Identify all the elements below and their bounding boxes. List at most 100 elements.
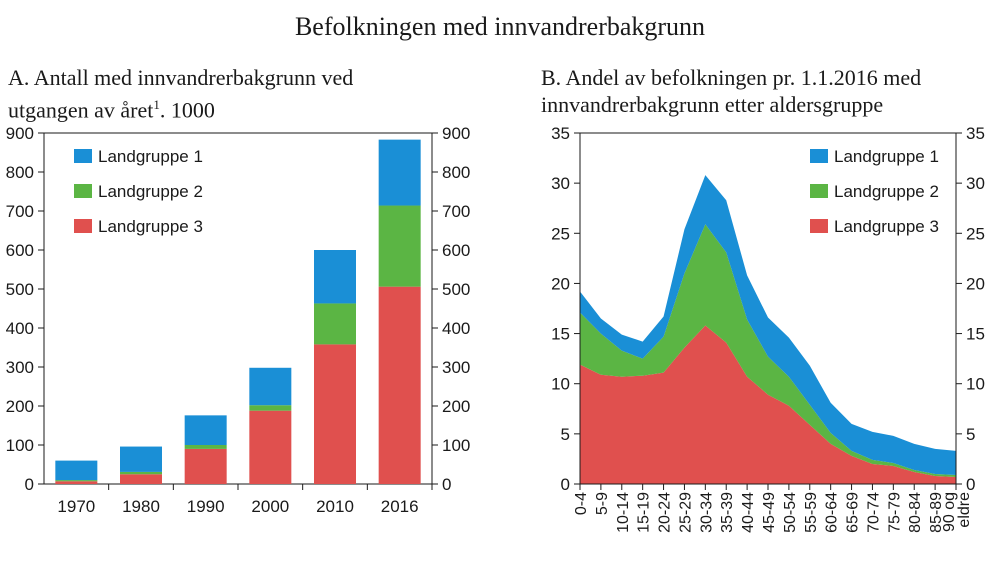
b-legend-swatch-landgruppe-2	[810, 184, 828, 198]
a-legend-swatch-landgruppe-2	[74, 184, 92, 198]
b-legend-swatch-landgruppe-3	[810, 219, 828, 233]
a-ytick-label-right: 500	[442, 280, 470, 299]
b-legend-label-landgruppe-2: Landgruppe 2	[834, 182, 939, 201]
a-bar-landgruppe-1-1980	[120, 446, 162, 472]
panel-b-title-line2: innvandrerbakgrunn etter aldersgruppe	[541, 92, 884, 117]
b-ytick-label-left: 0	[561, 475, 570, 494]
b-area-landgruppe-1	[580, 175, 956, 475]
b-xtick-label-80-84: 80-84	[907, 492, 924, 533]
a-xtick-label-1980: 1980	[122, 497, 160, 516]
b-xtick-label-50-54: 50-54	[782, 492, 799, 533]
a-legend-swatch-landgruppe-3	[74, 219, 92, 233]
a-ytick-label-left: 800	[6, 163, 34, 182]
a-legend-label-landgruppe-3: Landgruppe 3	[98, 217, 203, 236]
a-bar-landgruppe-1-1990	[184, 415, 227, 445]
b-xtick-label-65-69: 65-69	[845, 492, 862, 533]
b-legend-swatch-landgruppe-1	[810, 149, 828, 163]
b-xtick-label-25-29: 25-29	[677, 492, 694, 533]
a-ytick-label-right: 300	[442, 358, 470, 377]
a-xtick-label-1970: 1970	[57, 497, 95, 516]
a-ytick-label-left: 100	[6, 436, 34, 455]
a-ytick-label-left: 0	[25, 475, 34, 494]
b-xtick-label-5-9: 5-9	[594, 492, 611, 515]
a-legend-swatch-landgruppe-1	[74, 149, 92, 163]
a-bar-landgruppe-2-2016	[378, 205, 421, 287]
b-legend-label-landgruppe-3: Landgruppe 3	[834, 217, 939, 236]
a-ytick-label-left: 400	[6, 319, 34, 338]
b-ytick-label-right: 35	[966, 124, 985, 143]
a-ytick-label-left: 300	[6, 358, 34, 377]
b-legend-label-landgruppe-1: Landgruppe 1	[834, 147, 939, 166]
b-ytick-label-left: 35	[551, 124, 570, 143]
b-xtick-label-30-34: 30-34	[698, 492, 715, 533]
b-ytick-label-right: 5	[966, 425, 975, 444]
b-xtick-label-70-74: 70-74	[865, 492, 882, 533]
a-bar-landgruppe-1-2010	[314, 250, 356, 304]
panel-b-letter: B.	[541, 65, 562, 90]
panel-b-title: B. Andel av befolkningen pr. 1.1.2016 me…	[541, 64, 991, 118]
b-xtick-label-60-64: 60-64	[824, 492, 841, 533]
b-xtick-label-55-59: 55-59	[803, 492, 820, 533]
b-xtick-label-75-79: 75-79	[886, 492, 903, 533]
a-bar-landgruppe-2-2010	[314, 303, 356, 345]
a-bar-landgruppe-3-2010	[314, 344, 356, 484]
b-ytick-label-right: 20	[966, 274, 985, 293]
b-area-landgruppe-2	[580, 224, 956, 477]
panel-a-title: A. Antall med innvandrerbakgrunn ved utg…	[8, 64, 428, 123]
a-ytick-label-left: 200	[6, 397, 34, 416]
a-bar-landgruppe-3-1970	[55, 481, 98, 484]
a-bar-landgruppe-2-2000	[249, 405, 292, 411]
b-xtick-label-90-og-eldre: 90 ogeldre	[941, 492, 973, 532]
panel-a-title-line2a: utgangen av året	[8, 97, 154, 123]
a-bar-landgruppe-2-1990	[184, 445, 227, 449]
a-bar-landgruppe-3-1990	[184, 448, 227, 484]
b-xtick-label-0-4: 0-4	[573, 492, 590, 515]
b-ytick-label-left: 15	[551, 325, 570, 344]
b-ytick-label-right: 30	[966, 174, 985, 193]
a-bar-landgruppe-2-1970	[55, 480, 98, 482]
a-xtick-label-2010: 2010	[316, 497, 354, 516]
b-ytick-label-left: 10	[551, 375, 570, 394]
panel-a-title-line1: Antall med innvandrerbakgrunn ved	[33, 65, 354, 90]
a-bar-landgruppe-1-2000	[249, 367, 292, 406]
a-legend-label-landgruppe-1: Landgruppe 1	[98, 147, 203, 166]
a-ytick-label-left: 600	[6, 241, 34, 260]
b-area-landgruppe-3	[580, 325, 956, 484]
b-ytick-label-left: 25	[551, 224, 570, 243]
b-ytick-label-right: 10	[966, 375, 985, 394]
b-xtick-label-45-49: 45-49	[761, 492, 778, 533]
b-xtick-label-15-19: 15-19	[636, 492, 653, 533]
a-ytick-label-right: 700	[442, 202, 470, 221]
a-bar-landgruppe-1-1970	[55, 460, 98, 481]
a-ytick-label-right: 200	[442, 397, 470, 416]
panel-b-title-line1: Andel av befolkningen pr. 1.1.2016 med	[565, 65, 922, 90]
panel-a-title-line2b: . 1000	[159, 97, 215, 123]
b-ytick-label-left: 20	[551, 274, 570, 293]
a-bar-landgruppe-3-1980	[120, 474, 162, 484]
a-ytick-label-right: 400	[442, 319, 470, 338]
b-ytick-label-right: 25	[966, 224, 985, 243]
a-bar-landgruppe-1-2016	[378, 139, 421, 206]
a-bar-landgruppe-3-2000	[249, 410, 292, 484]
a-ytick-label-right: 800	[442, 163, 470, 182]
a-ytick-label-right: 600	[442, 241, 470, 260]
b-ytick-label-left: 30	[551, 174, 570, 193]
b-xtick-label-10-14: 10-14	[615, 492, 632, 533]
a-bar-landgruppe-3-2016	[378, 286, 421, 484]
panel-a-footnote-mark: 1	[153, 97, 160, 112]
b-xtick-label-20-24: 20-24	[657, 492, 674, 533]
b-xtick-label-85-89: 85-89	[928, 492, 945, 533]
b-ytick-label-right: 15	[966, 325, 985, 344]
b-ytick-label-left: 5	[561, 425, 570, 444]
a-ytick-label-right: 900	[442, 124, 470, 143]
b-xtick-label-40-44: 40-44	[740, 492, 757, 533]
a-xtick-label-2000: 2000	[251, 497, 289, 516]
a-ytick-label-right: 100	[442, 436, 470, 455]
a-ytick-label-right: 0	[442, 475, 451, 494]
b-ytick-label-right: 0	[966, 475, 975, 494]
a-ytick-label-left: 700	[6, 202, 34, 221]
b-xtick-label-35-39: 35-39	[719, 492, 736, 533]
panel-a-letter: A.	[8, 65, 30, 90]
a-legend-label-landgruppe-2: Landgruppe 2	[98, 182, 203, 201]
a-ytick-label-left: 500	[6, 280, 34, 299]
